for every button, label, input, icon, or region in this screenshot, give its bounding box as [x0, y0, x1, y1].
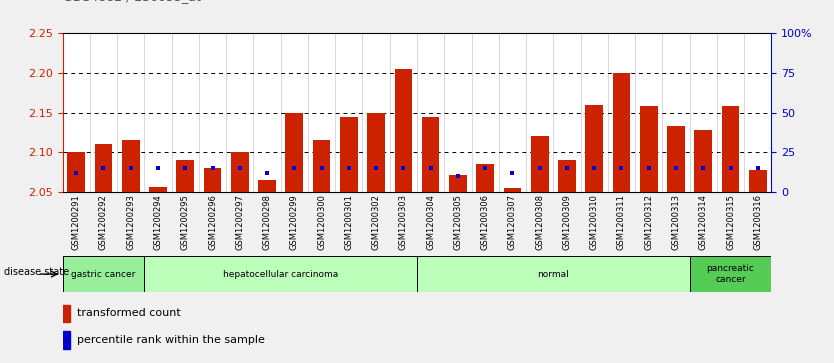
Bar [504, 188, 521, 192]
Bar [721, 106, 740, 192]
Bar [585, 105, 603, 192]
Bar [203, 168, 221, 192]
Bar [690, 256, 771, 292]
Bar [417, 256, 690, 292]
Bar [63, 305, 70, 322]
Bar [94, 144, 113, 192]
Bar [367, 113, 385, 192]
Bar [259, 180, 276, 192]
Bar [394, 69, 412, 192]
Bar [149, 187, 167, 192]
Bar [422, 117, 440, 192]
Bar [558, 160, 575, 192]
Text: GDS4882 / 236055_at: GDS4882 / 236055_at [63, 0, 200, 3]
Text: pancreatic
cancer: pancreatic cancer [706, 264, 755, 284]
Bar [749, 170, 766, 192]
Bar [285, 113, 304, 192]
Bar [667, 126, 685, 192]
Bar [313, 140, 330, 192]
Text: normal: normal [537, 270, 569, 278]
Text: hepatocellular carcinoma: hepatocellular carcinoma [223, 270, 339, 278]
Bar [640, 106, 658, 192]
Bar [176, 160, 194, 192]
Bar [231, 152, 249, 192]
Bar [613, 73, 631, 192]
Bar [449, 175, 467, 192]
Bar [122, 140, 139, 192]
Bar [63, 331, 70, 349]
Bar [695, 130, 712, 192]
Bar [68, 152, 85, 192]
Bar [476, 164, 494, 192]
Text: gastric cancer: gastric cancer [71, 270, 136, 278]
Text: disease state: disease state [4, 267, 69, 277]
Bar [340, 117, 358, 192]
Bar [63, 256, 144, 292]
Bar [144, 256, 417, 292]
Bar [530, 136, 549, 192]
Text: percentile rank within the sample: percentile rank within the sample [77, 335, 264, 345]
Text: transformed count: transformed count [77, 308, 180, 318]
